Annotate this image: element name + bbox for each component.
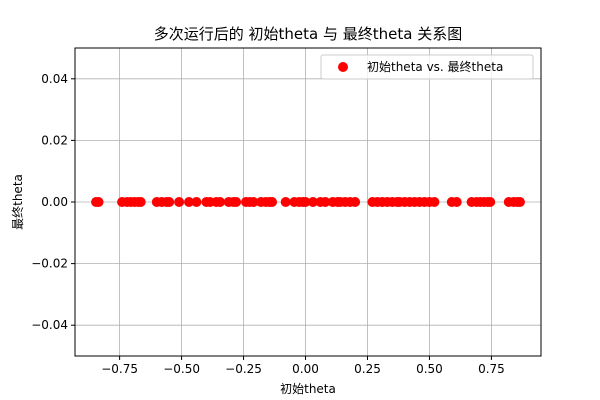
x-tick-label: −0.25 <box>225 362 262 376</box>
x-axis-ticks: −0.75 −0.50 −0.25 0.00 0.25 0.50 0.75 <box>101 356 505 376</box>
data-point <box>300 197 311 207</box>
chart-title: 多次运行后的 初始theta 与 最终theta 关系图 <box>154 25 462 43</box>
y-tick-label: 0.00 <box>41 195 68 209</box>
data-points <box>91 197 525 207</box>
x-tick-label: 0.50 <box>416 362 443 376</box>
x-tick-label: 0.75 <box>478 362 505 376</box>
x-tick-label: 0.00 <box>292 362 319 376</box>
data-point <box>320 197 331 207</box>
y-tick-label: −0.04 <box>31 318 68 332</box>
legend-label: 初始theta vs. 最终theta <box>367 59 503 74</box>
data-point <box>350 197 361 207</box>
data-point <box>267 197 278 207</box>
data-point <box>93 197 104 207</box>
data-point <box>135 197 146 207</box>
data-point <box>514 197 525 207</box>
x-tick-label: −0.50 <box>163 362 200 376</box>
x-tick-label: −0.75 <box>101 362 138 376</box>
legend-box <box>320 54 534 80</box>
y-tick-label: −0.02 <box>31 257 68 271</box>
data-point <box>485 197 496 207</box>
data-point <box>307 197 318 207</box>
y-tick-label: 0.02 <box>41 133 68 147</box>
data-point <box>280 197 291 207</box>
x-tick-label: 0.25 <box>354 362 381 376</box>
data-point <box>215 197 226 207</box>
data-point <box>174 197 185 207</box>
data-point <box>429 197 440 207</box>
data-point <box>191 197 202 207</box>
y-axis-label: 最终theta <box>10 174 25 230</box>
legend: 初始theta vs. 最终theta <box>320 54 534 80</box>
data-point <box>248 197 259 207</box>
data-point <box>164 197 175 207</box>
data-point <box>184 197 195 207</box>
legend-marker <box>338 62 348 72</box>
y-axis-ticks: −0.04 −0.02 0.00 0.02 0.04 <box>31 72 75 332</box>
data-point <box>231 197 242 207</box>
x-axis-label: 初始theta <box>280 382 336 396</box>
y-tick-label: 0.04 <box>41 72 68 86</box>
data-point <box>451 197 462 207</box>
